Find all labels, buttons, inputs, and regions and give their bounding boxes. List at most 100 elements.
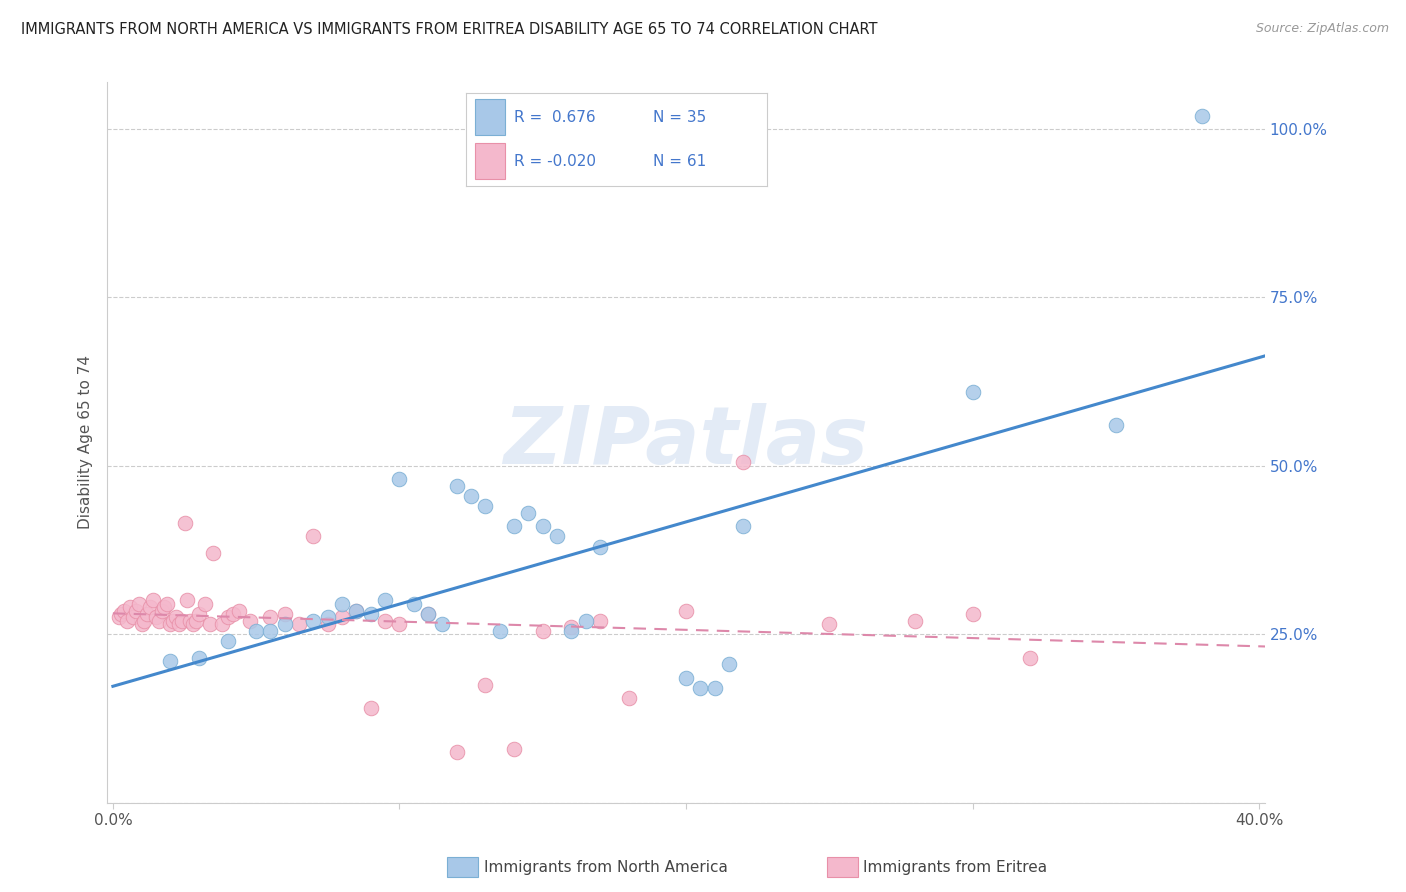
Point — [217, 633, 239, 648]
Point — [110, 607, 132, 621]
Point — [360, 607, 382, 621]
Point — [689, 681, 711, 695]
Point — [200, 617, 222, 632]
Point — [159, 617, 181, 632]
Point — [374, 593, 396, 607]
Point — [187, 650, 209, 665]
Point — [675, 671, 697, 685]
Point — [904, 614, 927, 628]
Point — [531, 519, 554, 533]
Point — [575, 614, 598, 628]
Point — [416, 607, 439, 621]
Point — [675, 604, 697, 618]
Point — [274, 607, 297, 621]
Point — [617, 691, 640, 706]
Point — [288, 617, 311, 632]
Point — [142, 593, 165, 607]
Point — [131, 617, 153, 632]
Point — [122, 610, 145, 624]
Point — [346, 604, 368, 618]
Point — [159, 654, 181, 668]
Point — [1018, 650, 1040, 665]
Point — [107, 610, 129, 624]
Point — [128, 597, 150, 611]
Point — [474, 678, 496, 692]
Point — [274, 617, 297, 632]
Point — [460, 489, 482, 503]
Point — [346, 604, 368, 618]
Point — [170, 614, 193, 628]
Point — [560, 620, 582, 634]
Point — [148, 614, 170, 628]
Point — [156, 597, 179, 611]
Point — [120, 600, 142, 615]
Text: Immigrants from North America: Immigrants from North America — [484, 861, 727, 875]
Point — [165, 610, 187, 624]
Point — [517, 506, 540, 520]
Point — [179, 614, 201, 628]
Text: IMMIGRANTS FROM NORTH AMERICA VS IMMIGRANTS FROM ERITREA DISABILITY AGE 65 TO 74: IMMIGRANTS FROM NORTH AMERICA VS IMMIGRA… — [21, 22, 877, 37]
Point — [217, 610, 239, 624]
Point — [259, 610, 281, 624]
Point — [1105, 418, 1128, 433]
Point — [302, 614, 325, 628]
Point — [302, 529, 325, 543]
Point — [202, 546, 225, 560]
Text: Immigrants from Eritrea: Immigrants from Eritrea — [863, 861, 1047, 875]
Point — [181, 617, 204, 632]
Point — [733, 519, 755, 533]
Point — [503, 519, 526, 533]
Point — [360, 701, 382, 715]
Point — [222, 607, 245, 621]
Point — [962, 384, 984, 399]
Y-axis label: Disability Age 65 to 74: Disability Age 65 to 74 — [79, 355, 93, 529]
Point — [330, 610, 353, 624]
Point — [173, 516, 195, 530]
Text: Source: ZipAtlas.com: Source: ZipAtlas.com — [1256, 22, 1389, 36]
Point — [211, 617, 233, 632]
Point — [1191, 109, 1213, 123]
Point — [136, 607, 159, 621]
Point — [259, 624, 281, 638]
Point — [446, 479, 468, 493]
Point — [145, 610, 167, 624]
Point — [150, 604, 173, 618]
Point — [228, 604, 250, 618]
Point — [388, 472, 411, 486]
Point — [125, 604, 148, 618]
Point — [589, 540, 612, 554]
Point — [374, 614, 396, 628]
Point — [402, 597, 425, 611]
Point — [194, 597, 217, 611]
Text: ZIPatlas: ZIPatlas — [503, 403, 869, 481]
Point — [962, 607, 984, 621]
Point — [187, 607, 209, 621]
Point — [316, 617, 339, 632]
Point — [474, 499, 496, 513]
Point — [503, 741, 526, 756]
Point — [703, 681, 725, 695]
Point — [446, 745, 468, 759]
Point — [546, 529, 568, 543]
Point — [167, 617, 190, 632]
Point — [733, 455, 755, 469]
Point — [162, 614, 184, 628]
Point — [153, 600, 176, 615]
Point — [717, 657, 740, 672]
Point — [112, 604, 135, 618]
Point — [316, 610, 339, 624]
Point — [388, 617, 411, 632]
Point — [184, 614, 207, 628]
Point — [531, 624, 554, 638]
Point — [432, 617, 454, 632]
Point — [245, 624, 267, 638]
Point — [416, 607, 439, 621]
Point — [330, 597, 353, 611]
Point — [488, 624, 510, 638]
Point — [139, 600, 162, 615]
Point — [560, 624, 582, 638]
Point — [239, 614, 262, 628]
Point — [818, 617, 841, 632]
Point — [115, 614, 138, 628]
Point — [176, 593, 198, 607]
